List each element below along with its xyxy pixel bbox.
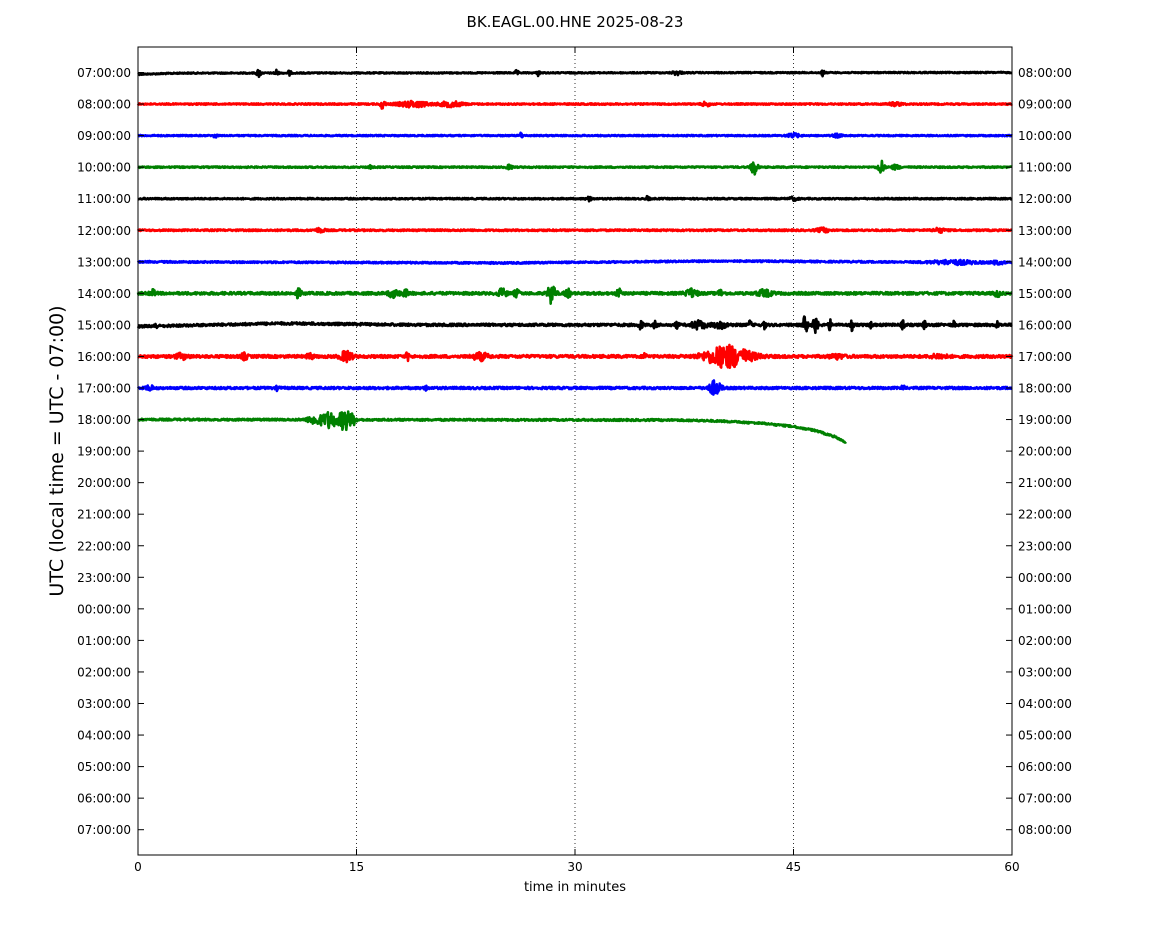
right-time-label: 04:00:00 [1018, 697, 1072, 711]
left-time-label: 15:00:00 [77, 318, 131, 332]
right-time-label: 06:00:00 [1018, 760, 1072, 774]
plot-area-frame [137, 46, 1013, 856]
left-time-label: 04:00:00 [77, 729, 131, 743]
right-time-label: 07:00:00 [1018, 792, 1072, 806]
right-time-label: 08:00:00 [1018, 823, 1072, 837]
left-time-label: 17:00:00 [77, 382, 131, 396]
vertical-gridlines [356, 47, 794, 855]
left-time-label: 23:00:00 [77, 571, 131, 585]
right-time-label: 03:00:00 [1018, 665, 1072, 679]
left-time-label: 00:00:00 [77, 602, 131, 616]
right-time-label: 01:00:00 [1018, 602, 1072, 616]
trace-row-0 [137, 68, 1013, 79]
left-time-label: 09:00:00 [77, 129, 131, 143]
right-time-label: 13:00:00 [1018, 224, 1072, 238]
left-time-label: 10:00:00 [77, 161, 131, 175]
trace-row-2 [137, 131, 1013, 139]
left-time-label: 18:00:00 [77, 413, 131, 427]
right-time-label: 18:00:00 [1018, 382, 1072, 396]
x-tick-label-45: 45 [786, 860, 801, 874]
right-time-label: 17:00:00 [1018, 350, 1072, 364]
left-time-label: 07:00:00 [77, 66, 131, 80]
trace-row-4 [137, 194, 1013, 203]
x-tick-label-30: 30 [567, 860, 582, 874]
right-time-label: 19:00:00 [1018, 413, 1072, 427]
right-time-label: 11:00:00 [1018, 161, 1072, 175]
trace-row-8 [136, 315, 1013, 335]
left-time-label: 07:00:00 [77, 823, 131, 837]
left-time-label: 02:00:00 [77, 665, 131, 679]
right-time-label: 15:00:00 [1018, 287, 1072, 301]
trace-row-7 [136, 285, 1013, 305]
trace-row-5 [136, 226, 1013, 234]
right-time-label: 09:00:00 [1018, 98, 1072, 112]
x-axis-label: time in minutes [524, 880, 626, 895]
right-time-label: 02:00:00 [1018, 634, 1072, 648]
right-time-label: 14:00:00 [1018, 255, 1072, 269]
trace-row-1 [136, 99, 1014, 110]
right-time-label: 21:00:00 [1018, 476, 1072, 490]
right-time-label: 10:00:00 [1018, 129, 1072, 143]
trace-row-10 [136, 379, 1013, 396]
left-time-label: 21:00:00 [77, 508, 131, 522]
left-time-label: 11:00:00 [77, 192, 131, 206]
right-time-label: 16:00:00 [1018, 318, 1072, 332]
right-time-label: 05:00:00 [1018, 729, 1072, 743]
y-axis-label: UTC (local time = UTC - 07:00) [46, 305, 68, 596]
seismic-traces [136, 68, 1014, 444]
x-tick-label-15: 15 [349, 860, 364, 874]
left-time-label: 03:00:00 [77, 697, 131, 711]
right-time-label: 12:00:00 [1018, 192, 1072, 206]
trace-row-3 [137, 159, 1013, 176]
right-time-label: 00:00:00 [1018, 571, 1072, 585]
left-time-label: 05:00:00 [77, 760, 131, 774]
left-time-label: 01:00:00 [77, 634, 131, 648]
right-time-label: 23:00:00 [1018, 539, 1072, 553]
trace-row-6 [136, 258, 1013, 267]
left-time-label: 14:00:00 [77, 287, 131, 301]
left-time-label: 19:00:00 [77, 445, 131, 459]
x-tick-label-60: 60 [1004, 860, 1019, 874]
right-time-label: 08:00:00 [1018, 66, 1072, 80]
left-time-label: 20:00:00 [77, 476, 131, 490]
left-time-label: 16:00:00 [77, 350, 131, 364]
chart-title: BK.EAGL.00.HNE 2025-08-23 [467, 13, 684, 31]
left-time-label: 22:00:00 [77, 539, 131, 553]
right-time-label: 20:00:00 [1018, 445, 1072, 459]
left-time-label: 06:00:00 [77, 792, 131, 806]
left-time-label: 08:00:00 [77, 98, 131, 112]
x-tick-label-0: 0 [134, 860, 142, 874]
left-time-label: 13:00:00 [77, 255, 131, 269]
left-time-label: 12:00:00 [77, 224, 131, 238]
right-time-label: 22:00:00 [1018, 508, 1072, 522]
trace-row-11 [137, 410, 847, 444]
axis-ticks: 0 15 30 45 60 07:00:00 08:00:00 08:00:00 09:00:0… [77, 47, 1072, 874]
trace-row-9 [137, 343, 1014, 369]
